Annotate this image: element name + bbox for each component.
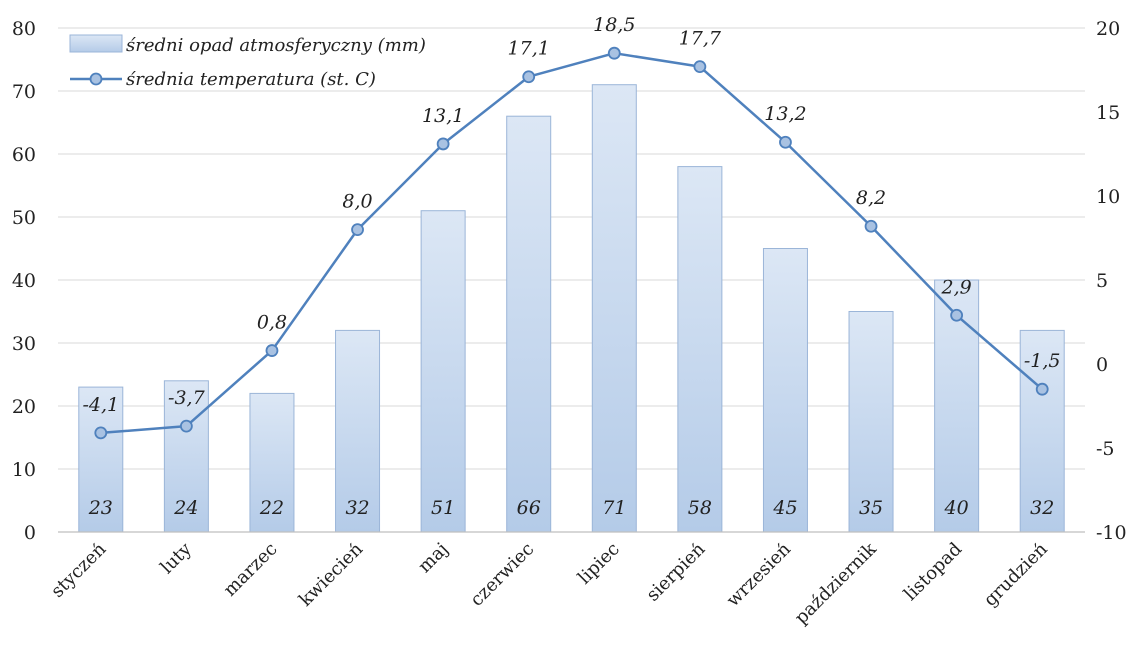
precipitation-bar bbox=[934, 279, 980, 533]
precipitation-bar bbox=[335, 329, 381, 533]
y-left-tick-label: 20 bbox=[12, 396, 36, 418]
temperature-value-label: 0,8 bbox=[257, 312, 287, 334]
temperature-point bbox=[779, 135, 792, 149]
precipitation-value-label: 71 bbox=[602, 497, 626, 519]
y-right-tick-label: 5 bbox=[1096, 270, 1108, 292]
y-left-tick-label: 60 bbox=[12, 144, 36, 166]
x-tick-label: maj bbox=[414, 539, 452, 577]
temperature-value-label: 2,9 bbox=[941, 276, 972, 298]
temperature-point bbox=[179, 419, 193, 433]
y-left-tick-label: 80 bbox=[12, 18, 36, 40]
x-tick-label: wrzesień bbox=[723, 538, 796, 611]
legend-temperature-label: średnia temperatura (st. C) bbox=[126, 69, 376, 90]
temperature-point bbox=[265, 344, 279, 357]
bars bbox=[78, 84, 1065, 533]
x-tick-label: luty bbox=[156, 538, 196, 578]
temperature-point bbox=[522, 70, 536, 84]
temperature-point bbox=[1035, 382, 1049, 396]
y-right-tick-label: 20 bbox=[1096, 18, 1120, 40]
grid-lines bbox=[58, 27, 1085, 470]
precipitation-bar bbox=[78, 386, 124, 533]
data-labels: 23 24 22 32 51 66 71 58 45 35 40 32 -4,1 -3,7 0,8 8,0 13… bbox=[82, 14, 1060, 519]
legend-bar-swatch bbox=[69, 34, 123, 53]
x-tick-label: lipiec bbox=[574, 539, 624, 589]
temperature-value-label: -4,1 bbox=[82, 394, 119, 416]
precipitation-value-label: 22 bbox=[259, 497, 284, 519]
y-right-tick-label: 15 bbox=[1096, 102, 1120, 124]
x-tick-label: październik bbox=[791, 538, 882, 629]
temperature-value-label: 8,0 bbox=[342, 191, 372, 213]
precipitation-bar bbox=[506, 115, 552, 533]
x-tick-label: listopad bbox=[900, 539, 966, 605]
precipitation-bar bbox=[591, 84, 637, 533]
precipitation-value-label: 24 bbox=[173, 497, 198, 519]
temperature-point bbox=[693, 60, 707, 74]
temperature-point bbox=[351, 223, 364, 237]
temperature-point bbox=[436, 137, 450, 151]
y-right-tick-label: 10 bbox=[1096, 186, 1120, 208]
x-tick-label: styczeń bbox=[47, 538, 111, 602]
precipitation-value-label: 66 bbox=[517, 497, 541, 519]
precipitation-value-label: 32 bbox=[1030, 497, 1054, 519]
temperature-point bbox=[864, 219, 878, 233]
temperature-value-label: -1,5 bbox=[1024, 350, 1061, 372]
precipitation-value-label: 23 bbox=[88, 497, 113, 519]
precipitation-bar bbox=[420, 210, 466, 533]
temperature-point bbox=[94, 426, 108, 440]
temperature-value-label: -3,7 bbox=[168, 387, 206, 409]
temperature-value-label: 17,7 bbox=[679, 28, 722, 50]
x-tick-label: czerwiec bbox=[466, 539, 538, 611]
precipitation-value-label: 51 bbox=[431, 497, 455, 519]
y-left-tick-label: 30 bbox=[12, 333, 36, 355]
x-tick-label: sierpień bbox=[642, 538, 709, 605]
precipitation-bar bbox=[1019, 329, 1065, 533]
temperature-value-label: 8,2 bbox=[856, 187, 886, 209]
precipitation-value-label: 45 bbox=[772, 497, 797, 519]
precipitation-value-label: 40 bbox=[944, 497, 969, 519]
temperature-line bbox=[94, 46, 1049, 440]
y-right-tick-label: -5 bbox=[1096, 438, 1115, 460]
precipitation-bar bbox=[848, 311, 894, 533]
temperature-value-label: 13,1 bbox=[422, 105, 464, 127]
temperature-value-label: 17,1 bbox=[508, 38, 550, 60]
y-left-tick-label: 0 bbox=[24, 522, 36, 544]
legend-line-marker bbox=[89, 72, 103, 86]
y-left-tick-label: 70 bbox=[12, 81, 36, 103]
precipitation-value-label: 58 bbox=[688, 497, 712, 519]
legend-precipitation-label: średni opad atmosferyczny (mm) bbox=[126, 35, 426, 56]
x-tick-label: grudzień bbox=[980, 538, 1052, 610]
precipitation-value-label: 35 bbox=[859, 497, 883, 519]
y-right-tick-label: -10 bbox=[1096, 522, 1127, 544]
y-left-tick-label: 40 bbox=[12, 270, 36, 292]
x-tick-label: kwiecień bbox=[295, 538, 367, 610]
temperature-series-line bbox=[100, 51, 1044, 435]
temperature-point bbox=[607, 46, 621, 60]
precipitation-bar bbox=[163, 380, 209, 533]
precipitation-bar bbox=[249, 392, 295, 533]
precipitation-value-label: 32 bbox=[345, 497, 369, 519]
x-tick-label: marzec bbox=[220, 539, 282, 601]
precipitation-bar bbox=[677, 166, 723, 533]
y-left-tick-label: 50 bbox=[12, 207, 36, 229]
legend: średni opad atmosferyczny (mm) średnia t… bbox=[69, 34, 426, 90]
y-right-tick-label: 0 bbox=[1096, 354, 1108, 376]
precipitation-bar bbox=[762, 248, 808, 533]
temperature-value-label: 18,5 bbox=[593, 14, 635, 36]
temperature-value-label: 13,2 bbox=[764, 103, 806, 125]
y-left-tick-label: 10 bbox=[12, 459, 36, 481]
temperature-point bbox=[950, 308, 964, 322]
